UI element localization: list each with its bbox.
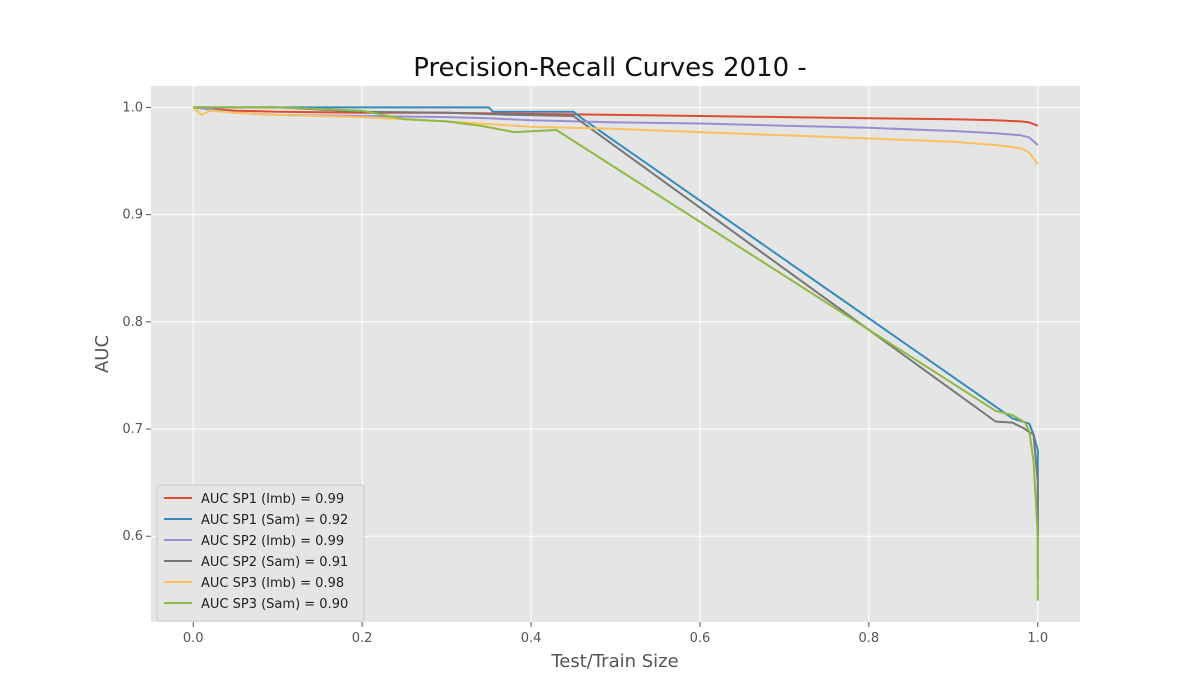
y-tick-label: 0.9 <box>122 208 143 223</box>
y-tick-label: 0.8 <box>122 315 143 330</box>
chart-title: Precision-Recall Curves 2010 - <box>413 53 807 83</box>
y-axis-label: AUC <box>92 335 113 373</box>
legend-entry-label: AUC SP2 (Imb) = 0.99 <box>201 534 344 549</box>
x-axis-ticks: 0.0 0.2 0.4 0.6 0.8 1.0 <box>183 622 1048 646</box>
series-line-6 <box>193 106 1039 601</box>
x-tick-label: 0.6 <box>690 631 711 646</box>
legend-box <box>156 484 365 622</box>
x-tick-label: 0.8 <box>859 631 880 646</box>
series-line-5 <box>192 106 1039 165</box>
y-tick-label: 1.0 <box>122 100 143 115</box>
x-tick-label: 0.0 <box>183 631 204 646</box>
legend-entry-label: AUC SP2 (Sam) = 0.91 <box>201 555 348 570</box>
x-tick-label: 1.0 <box>1027 631 1048 646</box>
series-line-1 <box>193 106 1039 127</box>
x-tick-label: 0.2 <box>352 631 373 646</box>
legend-entry-label: AUC SP1 (Sam) = 0.92 <box>201 513 348 528</box>
grid-lines <box>151 86 1080 622</box>
x-axis-label: Test/Train Size <box>550 651 678 672</box>
y-tick-label: 0.6 <box>122 529 143 544</box>
legend-entry-label: AUC SP3 (Imb) = 0.98 <box>201 576 344 591</box>
legend-entry-label: AUC SP1 (Imb) = 0.99 <box>201 492 344 507</box>
y-tick-label: 0.7 <box>122 422 143 437</box>
y-axis-ticks: 0.6 0.7 0.8 0.9 1.0 <box>122 100 151 544</box>
x-tick-label: 0.4 <box>521 631 542 646</box>
legend: AUC SP1 (Imb) = 0.99 AUC SP1 (Sam) = 0.92… <box>156 484 365 622</box>
series-layer <box>192 106 1039 601</box>
legend-entry-label: AUC SP3 (Sam) = 0.90 <box>201 597 348 612</box>
